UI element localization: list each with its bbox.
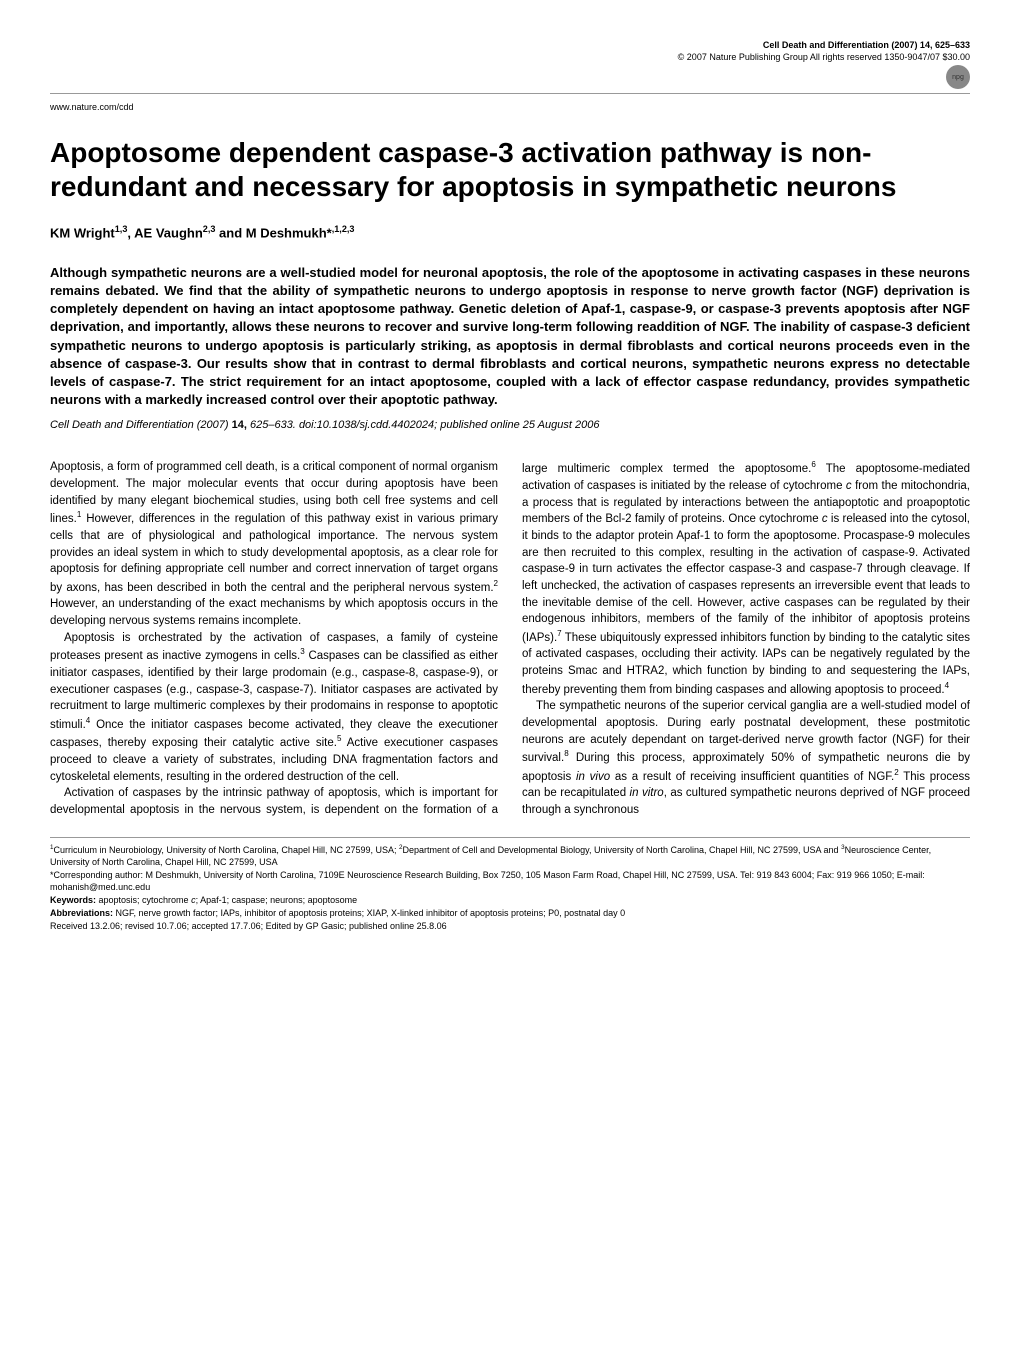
copyright-line: © 2007 Nature Publishing Group All right… [678,52,970,64]
citation-doi: doi:10.1038/sj.cdd.4402024; published on… [299,419,600,431]
journal-line: Cell Death and Differentiation (2007) 14… [678,40,970,52]
body-paragraph: Apoptosis is orchestrated by the activat… [50,630,498,786]
abstract-text: Although sympathetic neurons are a well-… [50,264,970,410]
authors-line: KM Wright1,3, AE Vaughn2,3 and M Deshmuk… [50,224,970,240]
abbreviations: Abbreviations: NGF, nerve growth factor;… [50,907,970,919]
citation-year: (2007) [197,419,229,431]
body-paragraph: Apoptosis, a form of programmed cell dea… [50,459,498,629]
header-right: Cell Death and Differentiation (2007) 14… [678,40,970,89]
keywords: Keywords: apoptosis; cytochrome c; Apaf-… [50,894,970,906]
citation-volume: 14, [232,419,247,431]
citation-pages: 625–633. [250,419,296,431]
received-dates: Received 13.2.06; revised 10.7.06; accep… [50,920,970,932]
body-text: Apoptosis, a form of programmed cell dea… [50,459,970,818]
journal-info: Cell Death and Differentiation (2007) 14… [678,40,970,63]
footer-notes: 1Curriculum in Neurobiology, University … [50,837,970,933]
header-bar: Cell Death and Differentiation (2007) 14… [50,40,970,94]
citation-journal: Cell Death and Differentiation [50,419,194,431]
corresponding-author: *Corresponding author: M Deshmukh, Unive… [50,869,970,893]
body-paragraph: The sympathetic neurons of the superior … [522,698,970,818]
article-title: Apoptosome dependent caspase-3 activatio… [50,136,970,203]
citation-line: Cell Death and Differentiation (2007) 14… [50,419,970,431]
affiliations: 1Curriculum in Neurobiology, University … [50,844,970,868]
publisher-logo-icon: npg [946,65,970,89]
website-url: www.nature.com/cdd [50,102,970,112]
